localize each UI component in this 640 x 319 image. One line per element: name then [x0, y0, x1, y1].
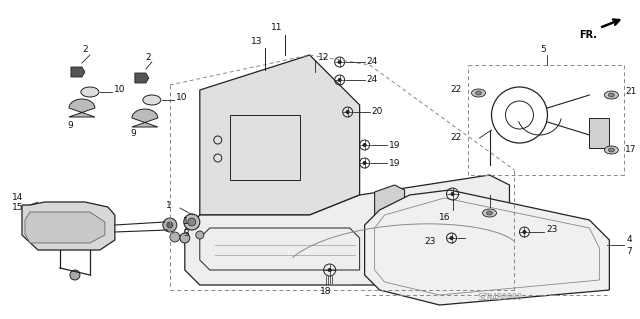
Text: 5: 5 [541, 46, 547, 55]
Text: 14: 14 [12, 194, 24, 203]
Text: 1: 1 [166, 201, 172, 210]
Ellipse shape [604, 91, 618, 99]
Circle shape [70, 270, 80, 280]
Ellipse shape [609, 93, 614, 97]
Polygon shape [365, 190, 609, 305]
Circle shape [338, 60, 342, 64]
Text: 21: 21 [625, 87, 637, 97]
Polygon shape [132, 109, 158, 127]
Text: 19: 19 [388, 140, 400, 150]
Ellipse shape [604, 146, 618, 154]
Text: 4: 4 [627, 235, 632, 244]
Circle shape [451, 192, 454, 196]
Circle shape [180, 233, 190, 243]
Circle shape [346, 110, 349, 114]
Text: 24: 24 [367, 57, 378, 66]
Circle shape [522, 230, 527, 234]
Text: 23: 23 [424, 238, 436, 247]
Text: 13: 13 [251, 38, 262, 47]
Polygon shape [69, 99, 95, 117]
Text: 12: 12 [317, 54, 329, 63]
Text: 17: 17 [625, 145, 637, 154]
Text: 1: 1 [183, 217, 189, 226]
Text: 15: 15 [12, 204, 24, 212]
Text: 23: 23 [547, 225, 558, 234]
Ellipse shape [472, 89, 486, 97]
Polygon shape [25, 212, 105, 243]
Polygon shape [71, 67, 85, 77]
Ellipse shape [476, 91, 481, 95]
Text: 22: 22 [451, 133, 461, 143]
Text: FR.: FR. [579, 30, 597, 40]
Text: 10: 10 [114, 85, 125, 94]
Text: 16: 16 [439, 213, 451, 222]
Circle shape [163, 218, 177, 232]
Circle shape [196, 231, 204, 239]
Text: 9: 9 [130, 129, 136, 137]
Circle shape [363, 143, 367, 147]
Ellipse shape [486, 211, 493, 215]
Polygon shape [22, 202, 115, 250]
Bar [589, 118, 609, 148]
Text: 19: 19 [388, 159, 400, 167]
Text: 11: 11 [271, 24, 282, 33]
Circle shape [363, 161, 367, 165]
Text: 22: 22 [451, 85, 461, 94]
Ellipse shape [81, 87, 99, 97]
Text: 10: 10 [176, 93, 188, 102]
Circle shape [449, 236, 454, 240]
Text: 18: 18 [320, 287, 332, 296]
Circle shape [170, 232, 180, 242]
Text: SZN4B0900: SZN4B0900 [477, 293, 522, 302]
Circle shape [167, 222, 173, 228]
Circle shape [184, 214, 200, 230]
Text: 7: 7 [627, 248, 632, 256]
Text: 3: 3 [183, 229, 189, 239]
Text: 24: 24 [367, 76, 378, 85]
Circle shape [188, 218, 196, 226]
Text: 20: 20 [372, 108, 383, 116]
Polygon shape [185, 175, 509, 285]
Circle shape [328, 268, 332, 272]
Text: 2: 2 [145, 53, 150, 62]
Circle shape [338, 78, 342, 82]
Text: 2: 2 [82, 46, 88, 55]
Ellipse shape [143, 95, 161, 105]
Polygon shape [374, 185, 404, 230]
Ellipse shape [483, 209, 497, 217]
Ellipse shape [609, 148, 614, 152]
Polygon shape [200, 55, 360, 215]
Polygon shape [135, 73, 149, 83]
Text: 9: 9 [67, 121, 73, 130]
